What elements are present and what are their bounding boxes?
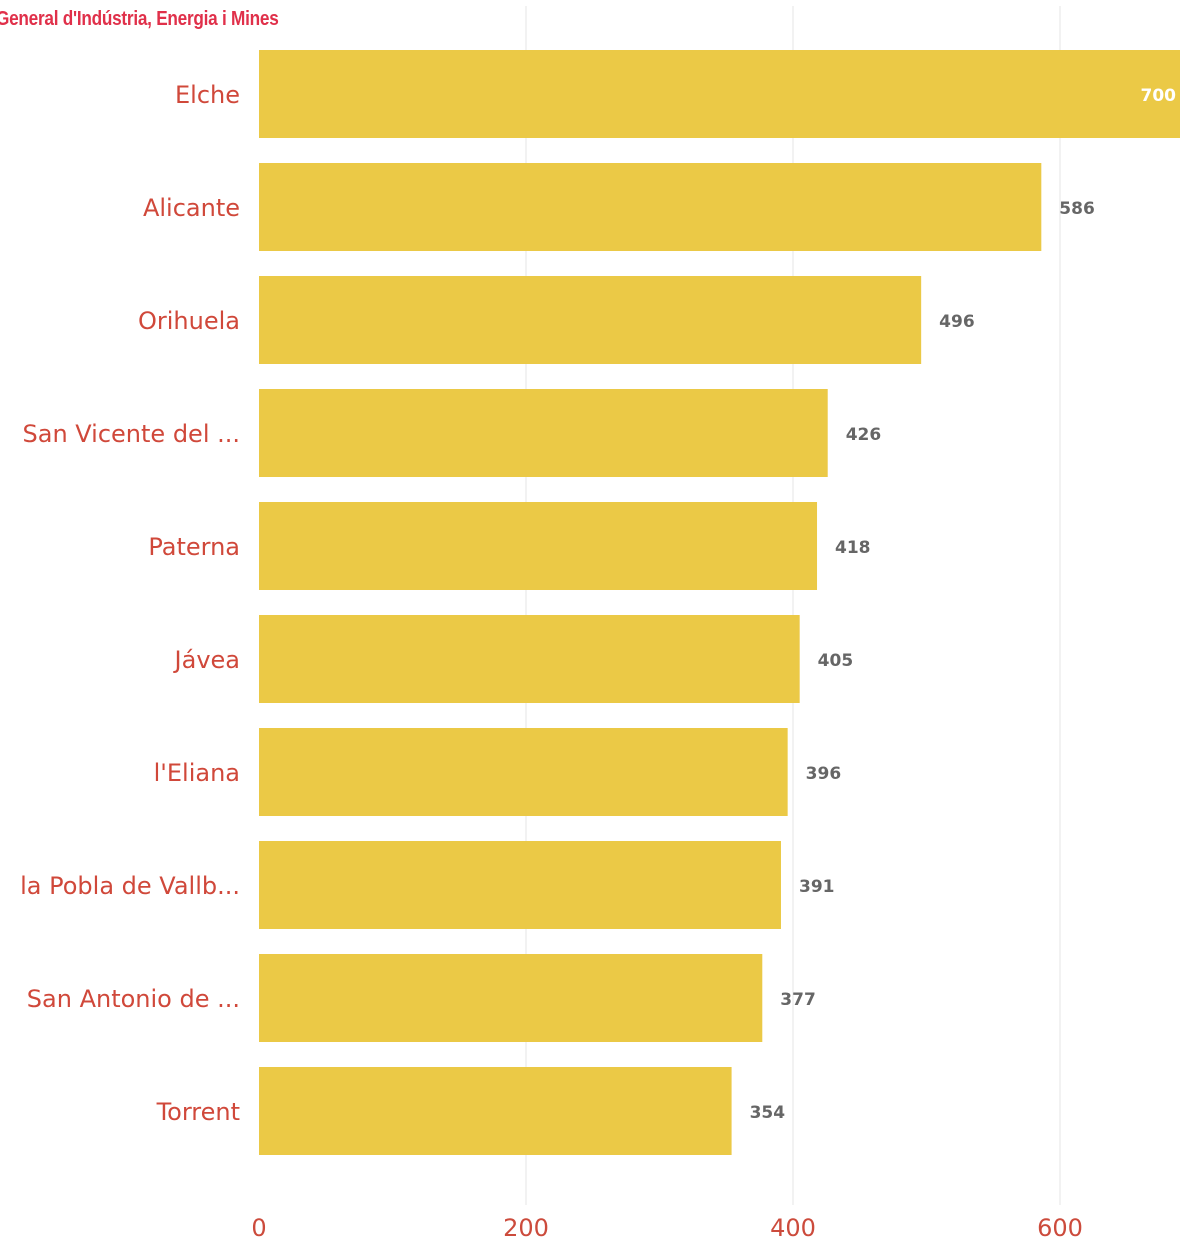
x-tick-label: 400 — [770, 1214, 816, 1239]
x-tick-label: 600 — [1037, 1214, 1083, 1239]
category-label: l'Eliana — [154, 759, 240, 787]
bar — [259, 728, 788, 816]
value-label: 354 — [750, 1103, 786, 1123]
category-label: San Antonio de ... — [27, 985, 240, 1013]
value-label: 396 — [806, 764, 842, 784]
bar — [259, 389, 828, 477]
value-label: 391 — [799, 877, 835, 897]
value-label: 586 — [1059, 199, 1095, 219]
x-tick-label: 200 — [503, 1214, 549, 1239]
category-label: Alicante — [143, 194, 240, 222]
category-label: San Vicente del ... — [23, 420, 241, 448]
category-label: Elche — [175, 81, 240, 109]
value-label: 426 — [846, 425, 882, 445]
value-label: 418 — [835, 538, 871, 558]
bar — [259, 615, 800, 703]
x-tick-label: 0 — [251, 1214, 266, 1239]
category-label: Torrent — [156, 1098, 240, 1126]
value-label: 405 — [818, 651, 854, 671]
bar — [259, 50, 1180, 138]
source-caption: General d'Indústria, Energia i Mines — [0, 8, 279, 30]
x-axis: 0 200 400 600 — [251, 1214, 1083, 1242]
category-label: Jávea — [173, 646, 240, 674]
bar — [259, 841, 781, 929]
bar — [259, 502, 818, 590]
value-label: 377 — [780, 990, 816, 1010]
label-layer: Elche 700 Alicante 586 Orihuela 496 San Vicent… — [20, 81, 1176, 1126]
bar-layer — [259, 50, 1180, 1155]
category-label: Orihuela — [138, 307, 240, 335]
value-label: 700 — [1141, 86, 1177, 106]
bar — [259, 163, 1042, 251]
category-label: Paterna — [148, 533, 240, 561]
value-label: 496 — [939, 312, 975, 332]
bar — [259, 1067, 732, 1155]
bar — [259, 954, 763, 1042]
bar — [259, 276, 922, 364]
category-label: la Pobla de Vallb... — [20, 872, 240, 900]
